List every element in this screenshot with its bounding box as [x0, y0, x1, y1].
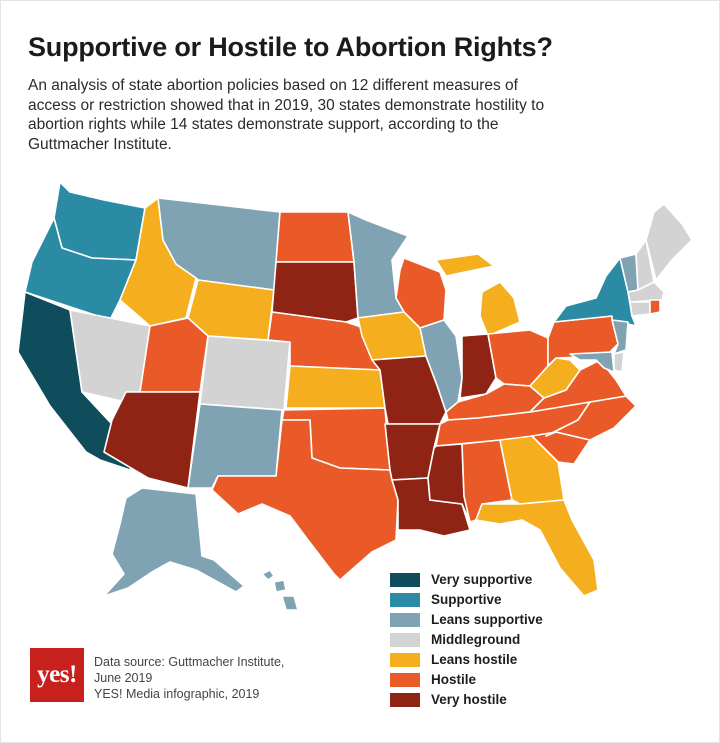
legend-item: Hostile: [390, 672, 543, 687]
yes-logo: yes!: [30, 648, 84, 702]
legend-label: Supportive: [431, 592, 502, 607]
state-md: [569, 351, 615, 373]
state-ut: [139, 317, 209, 393]
state-mi: [435, 253, 521, 337]
legend-label: Very supportive: [431, 572, 533, 587]
legend: Very supportive Supportive Leans supportiv…: [390, 572, 543, 707]
state-az: [103, 391, 201, 489]
legend-swatch: [390, 652, 420, 667]
state-sd: [271, 261, 359, 323]
state-hi: [261, 569, 299, 611]
legend-item: Middleground: [390, 632, 543, 647]
legend-swatch: [390, 632, 420, 647]
legend-item: Leans hostile: [390, 652, 543, 667]
legend-item: Very supportive: [390, 572, 543, 587]
state-fl: [475, 499, 599, 597]
state-tx: [211, 419, 399, 581]
source-line-1: Data source: Guttmacher Institute,: [94, 655, 285, 669]
data-source: Data source: Guttmacher Institute, June …: [94, 654, 344, 702]
legend-label: Middleground: [431, 632, 521, 647]
state-me: [645, 203, 693, 281]
state-ks: [285, 365, 386, 409]
legend-item: Leans supportive: [390, 612, 543, 627]
yes-logo-text: yes!: [37, 661, 77, 688]
state-ct: [629, 301, 651, 317]
state-de: [613, 351, 625, 373]
legend-swatch: [390, 612, 420, 627]
legend-label: Hostile: [431, 672, 477, 687]
subtitle: An analysis of state abortion policies b…: [28, 77, 545, 153]
source-line-3: YES! Media infographic, 2019: [94, 687, 260, 701]
legend-item: Very hostile: [390, 692, 543, 707]
legend-swatch: [390, 592, 420, 607]
legend-label: Very hostile: [431, 692, 507, 707]
state-ak: [103, 487, 245, 597]
state-nc: [545, 395, 637, 441]
source-line-2: June 2019: [94, 671, 153, 685]
legend-label: Leans hostile: [431, 652, 518, 667]
state-ri: [649, 299, 661, 315]
legend-swatch: [390, 572, 420, 587]
state-nd: [275, 211, 355, 263]
legend-swatch: [390, 672, 420, 687]
state-wa: [53, 181, 146, 261]
legend-item: Supportive: [390, 592, 543, 607]
legend-label: Leans supportive: [431, 612, 543, 627]
state-co: [199, 335, 291, 411]
page-title: Supportive or Hostile to Abortion Rights…: [28, 32, 553, 62]
legend-swatch: [390, 692, 420, 707]
